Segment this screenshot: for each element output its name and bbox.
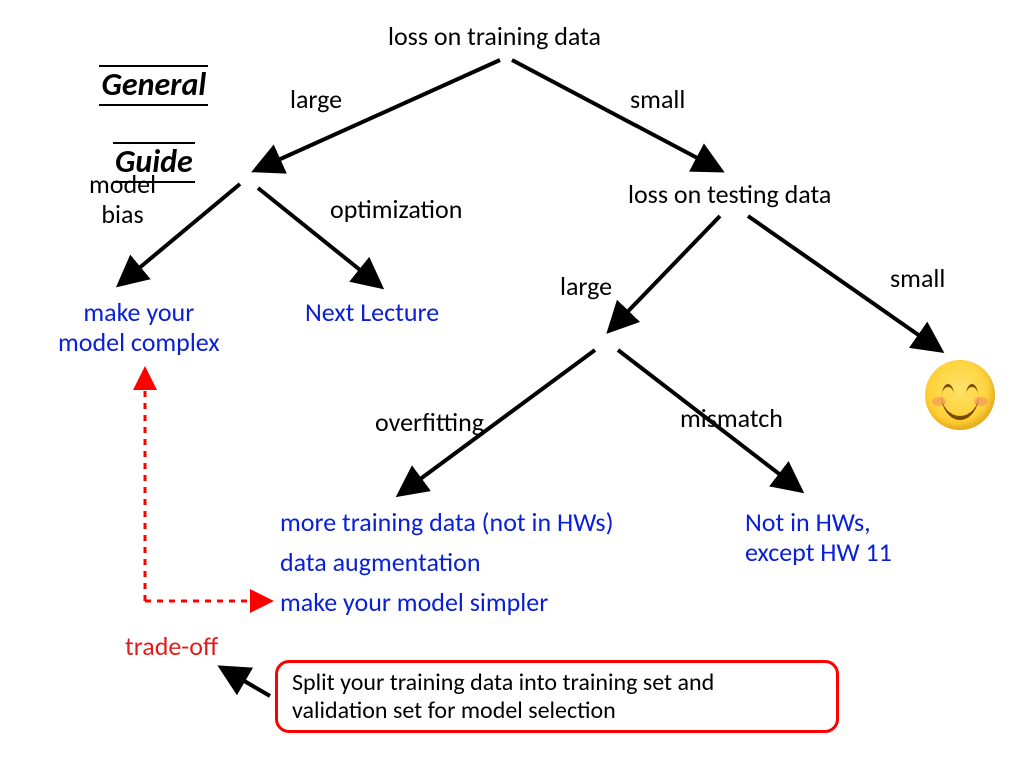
leaf-not-in-hws: Not in HWs, except HW 11: [745, 508, 892, 568]
node-root: loss on training data: [388, 22, 601, 52]
smiley-icon: [925, 360, 995, 430]
edge-label-large-2: large: [560, 272, 612, 302]
leaf-more-training-data: more training data (not in HWs): [280, 508, 613, 538]
label-tradeoff: trade-off: [125, 632, 218, 662]
edge-label-mismatch: mismatch: [680, 404, 783, 434]
edge-box-tradeoff: [222, 668, 270, 696]
edge-test-large: [610, 216, 720, 330]
callout-validation-split: Split your training data into training s…: [275, 660, 839, 733]
callout-text: Split your training data into training s…: [292, 668, 714, 725]
edge-label-small-2: small: [890, 264, 945, 294]
leaf-next-lecture: Next Lecture: [305, 298, 439, 328]
edge-label-overfitting: overfitting: [375, 408, 484, 438]
edge-label-large-1: large: [290, 85, 342, 115]
diagram-canvas: { "title_line1":"General", "title_line2"…: [0, 0, 1024, 768]
edge-label-model-bias: model bias: [89, 170, 156, 230]
leaf-data-augmentation: data augmentation: [280, 548, 481, 578]
edge-root-small: [512, 60, 720, 170]
edge-label-small-1: small: [630, 85, 685, 115]
leaf-make-complex: make your model complex: [58, 298, 220, 358]
leaf-make-simpler: make your model simpler: [280, 588, 548, 618]
edge-label-optimization: optimization: [330, 195, 462, 225]
page-title: General Guide: [85, 28, 208, 183]
edge-root-large: [256, 60, 500, 170]
title-line-1: General: [99, 65, 208, 106]
node-testing-loss: loss on testing data: [628, 180, 831, 210]
